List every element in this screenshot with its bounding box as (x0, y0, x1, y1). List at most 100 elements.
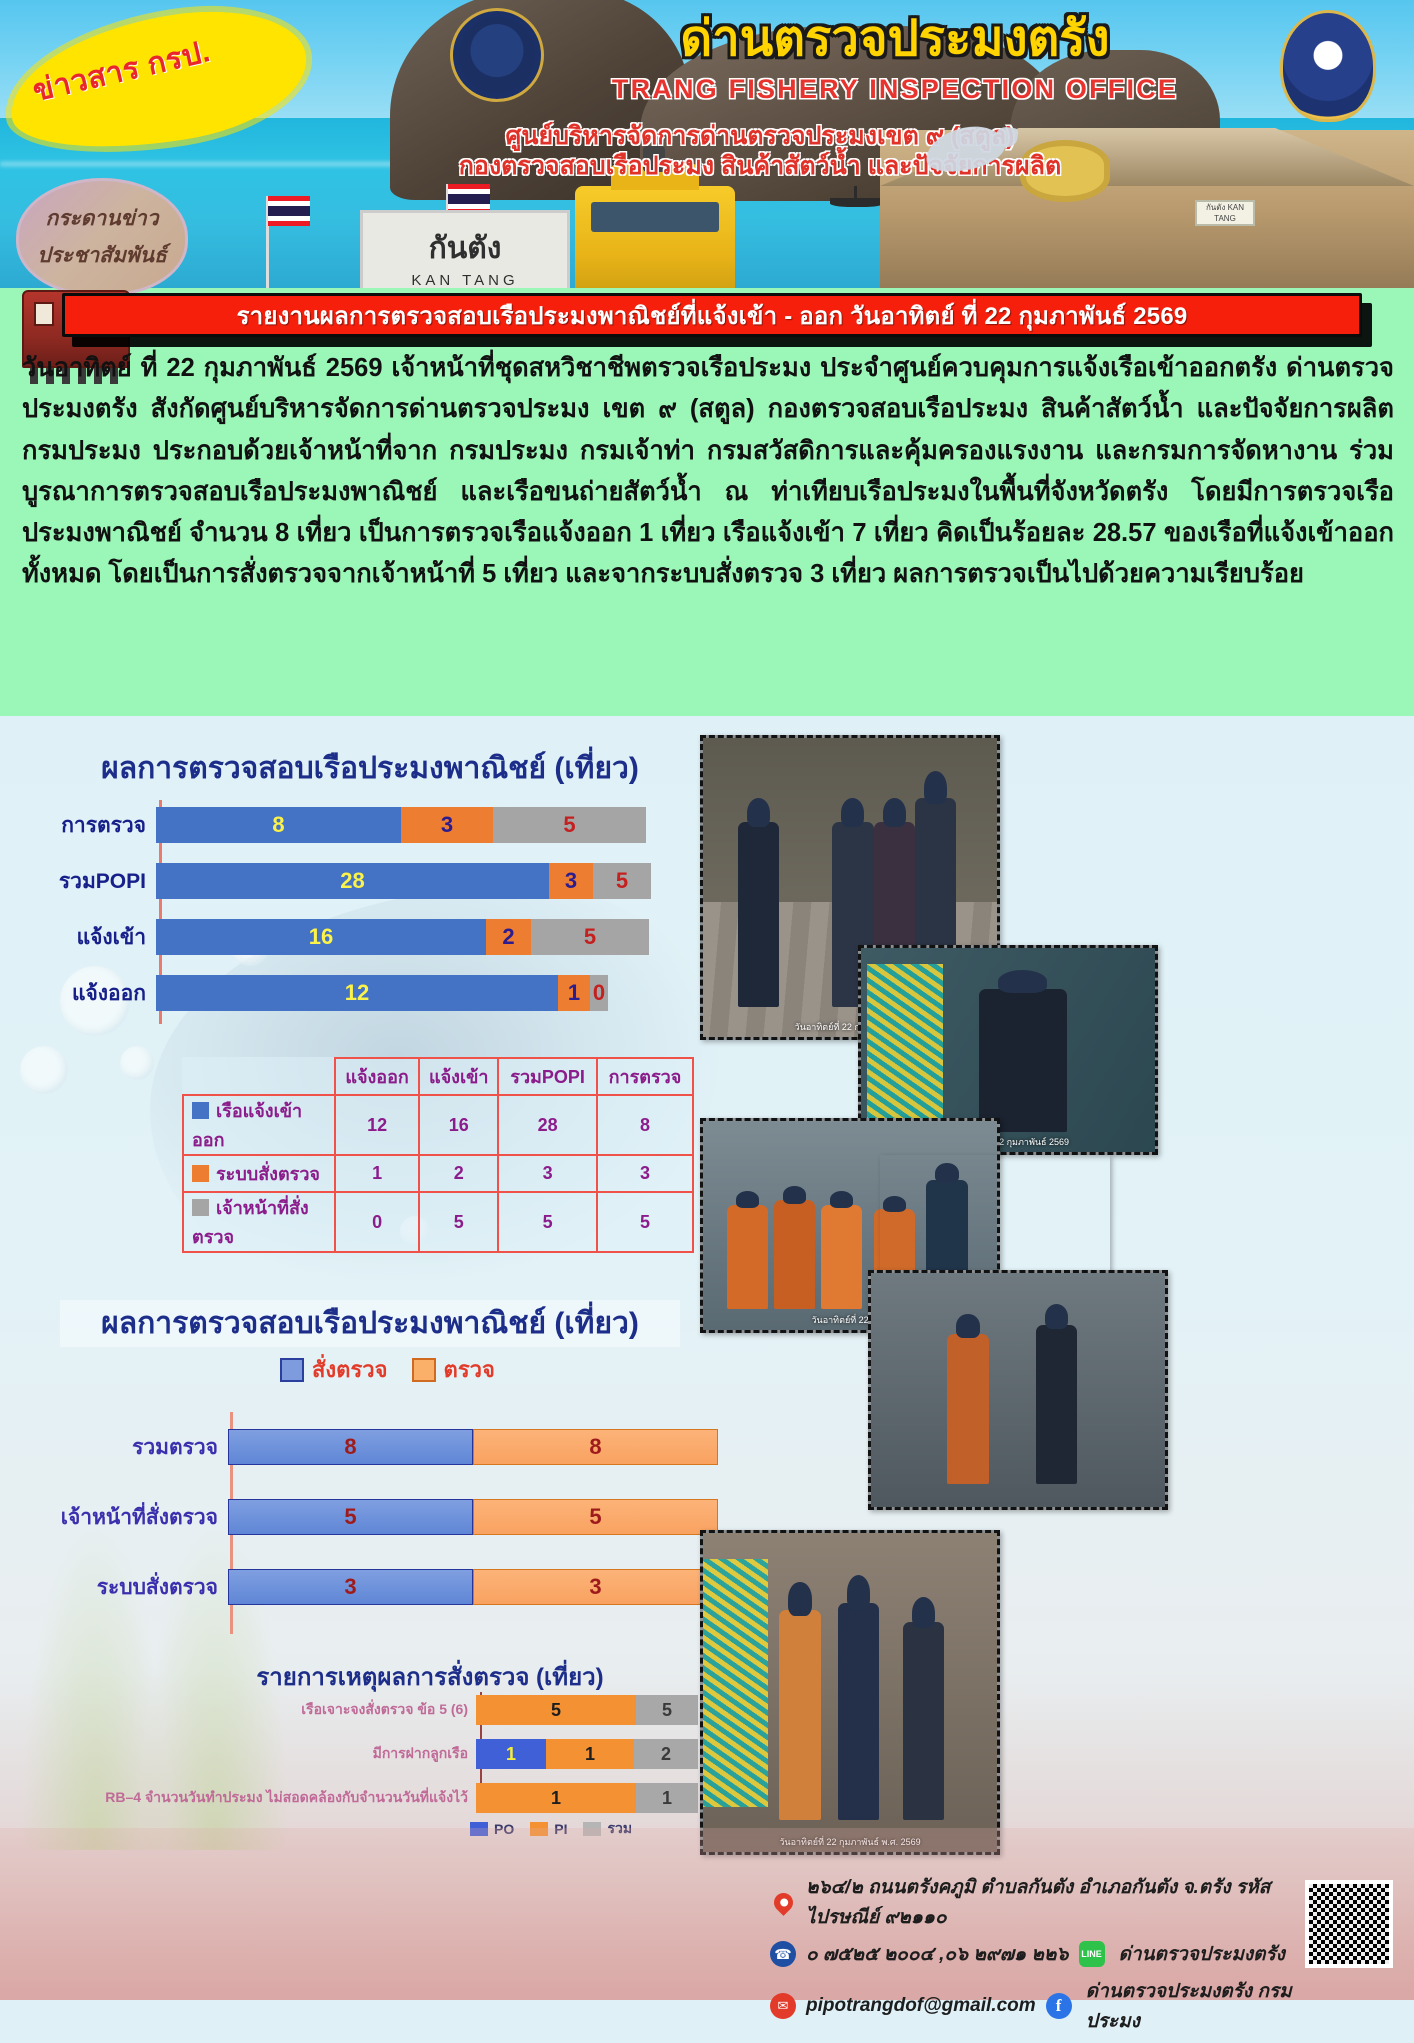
qr-code-pattern (1309, 1884, 1389, 1964)
chart1-segment-blue: 12 (156, 975, 558, 1011)
chart1-y-axis (159, 800, 162, 1024)
email-icon: ✉ (770, 1993, 796, 2019)
table-cell: 1 (333, 1154, 421, 1193)
chart3-segment-sum: 1 (636, 1783, 698, 1813)
footer-line-group[interactable]: LINE ด่านตรวจประมงตรัง (1078, 1939, 1285, 1969)
chart1-segment-gray: 5 (593, 863, 651, 899)
photo-fishing-net (866, 964, 944, 1124)
location-pin-icon (769, 1888, 797, 1916)
table-row-label-cell: ระบบสั่งตรวจ (182, 1154, 336, 1193)
fishery-inspection-seal-icon (1280, 10, 1376, 122)
table-row-label-cell: เรือแจ้งเข้าออก (182, 1094, 336, 1156)
table-row: เจ้าหน้าที่สั่งตรวจ 0 5 5 5 (182, 1191, 695, 1253)
hero-banner: กันตัง KAN TANG กันตัง KAN TANG ข่าวสาร … (0, 0, 1414, 300)
chart3-row-0: เรือเจาะจงสั่งตรวจ ข้อ 5 (6) 5 5 (10, 1690, 710, 1730)
table-cell: 8 (595, 1094, 695, 1156)
footer-facebook-group[interactable]: f ด่านตรวจประมงตรัง กรมประมง (1045, 1976, 1330, 2036)
photo-caption: วันอาทิตย์ที่ 22 กุมภาพันธ์ 2569 (946, 1137, 1070, 1147)
chart1-segment-gray: 5 (493, 807, 646, 843)
legend-swatch-orange-icon (192, 1165, 209, 1182)
inspection-summary-table: แจ้งออก แจ้งเข้า รวมPOPI การตรวจ เรือแจ้… (182, 1057, 695, 1253)
train-window-1 (34, 302, 54, 326)
report-title-text: รายงานผลการตรวจสอบเรือประมงพาณิชย์ที่แจ้… (236, 302, 1188, 330)
chart1-segment-blue: 28 (156, 863, 549, 899)
chart3-segment-pi: 1 (546, 1739, 634, 1769)
facebook-icon[interactable]: f (1045, 1993, 1072, 2019)
thai-flag-1 (268, 196, 310, 226)
chart1-category-label: รวมPOPI (58, 869, 146, 893)
table-col-header-2: แจ้งเข้า (418, 1057, 500, 1096)
chart1-segment-orange: 3 (549, 863, 593, 899)
photo-warehouse-officers (868, 1270, 1168, 1510)
table-col-header-1: แจ้งออก (333, 1057, 421, 1096)
chart3-category-label: มีการฝากลูกเรือ (372, 1745, 468, 1761)
chart2-segment-order: 8 (228, 1429, 473, 1465)
footer-contact-block: ๒๖๔/๒ ถนนตรังคภูมิ ตำบลกันตัง อำเภอกันตั… (769, 1872, 1330, 2043)
kantang-station-sign: กันตัง KAN TANG (360, 210, 570, 300)
table-cell: 5 (418, 1191, 500, 1253)
chart3-segment-sum: 5 (636, 1695, 698, 1725)
footer-email-row: ✉ pipotrangdof@gmail.com f ด่านตรวจประมง… (770, 1976, 1330, 2036)
photo-background (871, 1273, 1165, 1507)
line-app-icon[interactable]: LINE (1078, 1941, 1105, 1967)
chart1-category-label: แจ้งออก (71, 981, 146, 1005)
thai-flag-2 (448, 184, 490, 214)
chart2-legend-item-inspect: ตรวจ (411, 1352, 495, 1387)
chart1-row-1: รวมPOPI 28 3 5 (32, 860, 702, 902)
photo-person-1 (978, 970, 1067, 1132)
chart2-bar-group: 5 5 (228, 1499, 718, 1535)
chart1-segment-orange: 3 (401, 807, 493, 843)
qr-code[interactable] (1305, 1880, 1393, 1968)
locomotive-lamp (643, 146, 665, 172)
flag-pole-1 (266, 196, 269, 292)
table-row-label: ระบบสั่งตรวจ (216, 1164, 320, 1184)
chart-order-inspect: รวมตรวจ 8 8 เจ้าหน้าที่สั่งตรวจ 5 5 ระบบ… (32, 1412, 718, 1642)
footer-facebook-page: ด่านตรวจประมงตรัง กรมประมง (1085, 1981, 1292, 2032)
chart1-segment-blue: 8 (156, 807, 401, 843)
bubble-1 (60, 966, 130, 1036)
chart1-bar-group: 8 3 5 (156, 807, 646, 843)
chart2-legend-label: สั่งตรวจ (312, 1357, 388, 1382)
legend-swatch-gray-icon (192, 1199, 209, 1216)
footer-address-row: ๒๖๔/๒ ถนนตรังคภูมิ ตำบลกันตัง อำเภอกันตั… (769, 1872, 1330, 1932)
table-header-row: แจ้งออก แจ้งเข้า รวมPOPI การตรวจ (183, 1057, 695, 1096)
chart1-bar-group: 12 1 0 (156, 975, 608, 1011)
photo-person-1 (738, 797, 780, 1008)
footer-email[interactable]: pipotrangdof@gmail.com (806, 1995, 1036, 2016)
footer-line-account: ด่านตรวจประมงตรัง (1118, 1944, 1285, 1965)
chart2-category-label: ระบบสั่งตรวจ (96, 1575, 218, 1599)
photo-person-2 (773, 1186, 815, 1310)
report-paragraph: วันอาทิตย์ ที่ 22 กุมภาพันธ์ 2569 เจ้าหน… (22, 354, 1394, 589)
bubble-2 (20, 1046, 68, 1094)
chart1-segment-blue: 16 (156, 919, 486, 955)
chart3-category-label: เรือเจาะจงสั่งตรวจ ข้อ 5 (6) (301, 1701, 468, 1717)
org-title-thai: ด่านตรวจประมงตรัง (680, 12, 1110, 66)
table-col-header-3: รวมPOPI (497, 1057, 598, 1096)
table-row: ระบบสั่งตรวจ 1 2 3 3 (182, 1154, 695, 1193)
chart1-segment-gray: 5 (531, 919, 649, 955)
chart1-category-label: การตรวจ (61, 813, 146, 837)
photo-officer-documents: วันอาทิตย์ที่ 22 กุมภาพันธ์ 2569 (858, 945, 1158, 1155)
photo-crew-interview: วันอาทิตย์ที่ 22 กุมภาพันธ์ พ.ศ. 2569 (700, 1530, 1000, 1855)
report-title-banner: รายงานผลการตรวจสอบเรือประมงพาณิชย์ที่แจ้… (62, 293, 1362, 337)
bubble-3 (120, 1046, 154, 1080)
station-sign-english: KAN TANG (411, 272, 519, 289)
footer-address: ๒๖๔/๒ ถนนตรังคภูมิ ตำบลกันตัง อำเภอกันตั… (806, 1877, 1271, 1928)
table-cell: 3 (595, 1154, 695, 1193)
chart1-row-2: แจ้งเข้า 16 2 5 (32, 916, 702, 958)
chart2-bar-group: 8 8 (228, 1429, 718, 1465)
station-small-sign: กันตัง KAN TANG (1195, 200, 1255, 226)
table-corner-cell (183, 1058, 335, 1095)
photo-person-1 (726, 1191, 768, 1310)
chart3-category-label: RB–4 จำนวนวันทำประมง ไม่สอดคล้องกับจำนวน… (105, 1789, 468, 1805)
chart2-category-label: รวมตรวจ (132, 1435, 218, 1459)
chart1-segment-orange: 1 (558, 975, 590, 1011)
table-cell: 2 (418, 1154, 500, 1193)
chart3-bar-group: 1 1 2 (476, 1739, 698, 1769)
table-cell: 12 (333, 1094, 421, 1156)
footer-phone-row: ☎ ๐ ๗๕๒๕ ๒๐๐๔ ,๐๖ ๒๙๗๑ ๒๒๖ LINE ด่านตรวจ… (770, 1939, 1330, 1969)
subtitle-line-1: ศูนย์บริหารจัดการด่านตรวจประมงเขต ๙ (สตู… (505, 122, 1015, 150)
photo-person-3 (820, 1191, 862, 1310)
photo-person-1 (947, 1314, 989, 1484)
chart3-segment-pi: 5 (476, 1695, 636, 1725)
